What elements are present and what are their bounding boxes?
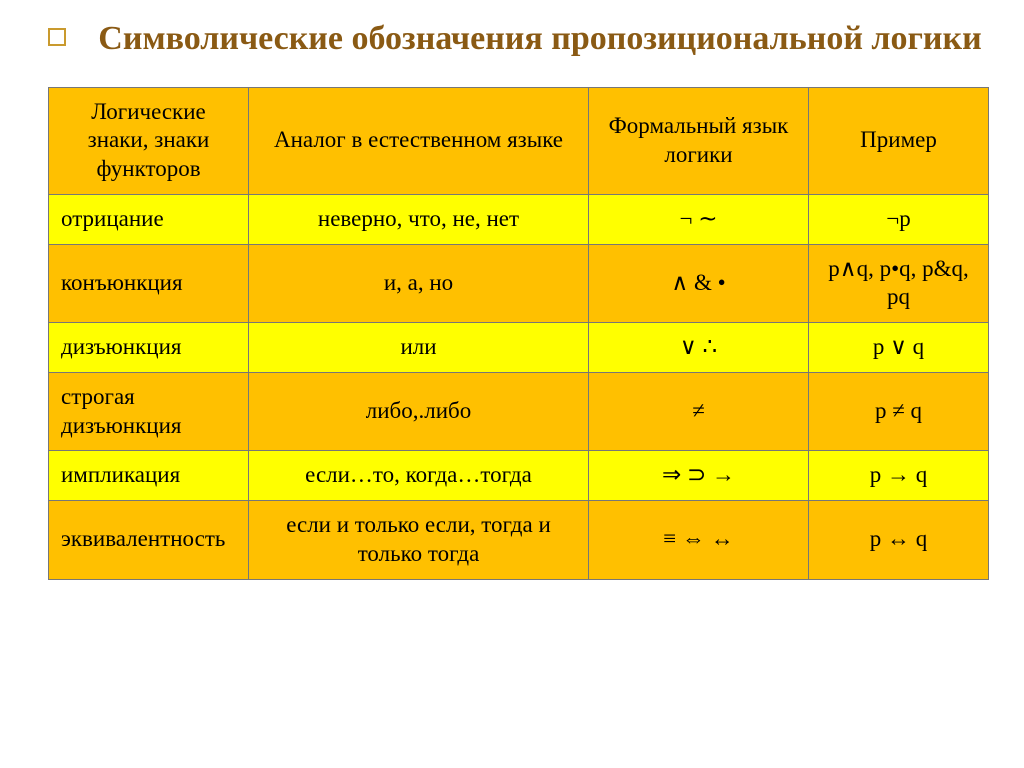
cell-analog: и, а, но [249, 244, 589, 323]
cell-analog: либо,.либо [249, 372, 589, 451]
cell-example: p ∨ q [809, 323, 989, 373]
cell-formal: ¬ ∼ [589, 194, 809, 244]
cell-example: ¬p [809, 194, 989, 244]
cell-formal: ⇒ ⊃ → [589, 451, 809, 501]
cell-analog: или [249, 323, 589, 373]
cell-example: p∧q, p•q, p&q, pq [809, 244, 989, 323]
col-header-formal: Формальный язык логики [589, 87, 809, 194]
cell-name: импликация [49, 451, 249, 501]
slide: Символические обозначения пропозициональ… [0, 0, 1024, 768]
table-row: дизъюнкция или ∨ ∴ p ∨ q [49, 323, 989, 373]
cell-formal: ≠ [589, 372, 809, 451]
cell-formal: ∨ ∴ [589, 323, 809, 373]
table-row: конъюнкция и, а, но ∧ & • p∧q, p•q, p&q,… [49, 244, 989, 323]
cell-example: p → q [809, 451, 989, 501]
col-header-analog: Аналог в естественном языке [249, 87, 589, 194]
logic-table: Логические знаки, знаки функторов Аналог… [48, 87, 989, 580]
cell-name: конъюнкция [49, 244, 249, 323]
cell-name: отрицание [49, 194, 249, 244]
page-title: Символические обозначения пропозициональ… [84, 18, 996, 61]
col-header-signs: Логические знаки, знаки функторов [49, 87, 249, 194]
cell-name: строгая дизъюнкция [49, 372, 249, 451]
cell-analog: если и только если, тогда и только тогда [249, 501, 589, 580]
table-header-row: Логические знаки, знаки функторов Аналог… [49, 87, 989, 194]
table-body: отрицание неверно, что, не, нет ¬ ∼ ¬p к… [49, 194, 989, 579]
cell-example: p ↔ q [809, 501, 989, 580]
cell-name: дизъюнкция [49, 323, 249, 373]
table-row: строгая дизъюнкция либо,.либо ≠ p ≠ q [49, 372, 989, 451]
table-row: отрицание неверно, что, не, нет ¬ ∼ ¬p [49, 194, 989, 244]
table-row: эквивалентность если и только если, тогд… [49, 501, 989, 580]
cell-formal: ≡ ⇔ ↔ [589, 501, 809, 580]
cell-analog: неверно, что, не, нет [249, 194, 589, 244]
square-bullet-icon [48, 28, 66, 46]
cell-analog: если…то, когда…тогда [249, 451, 589, 501]
cell-example: p ≠ q [809, 372, 989, 451]
cell-formal: ∧ & • [589, 244, 809, 323]
table-row: импликация если…то, когда…тогда ⇒ ⊃ → p … [49, 451, 989, 501]
col-header-example: Пример [809, 87, 989, 194]
cell-name: эквивалентность [49, 501, 249, 580]
title-row: Символические обозначения пропозициональ… [48, 18, 996, 61]
